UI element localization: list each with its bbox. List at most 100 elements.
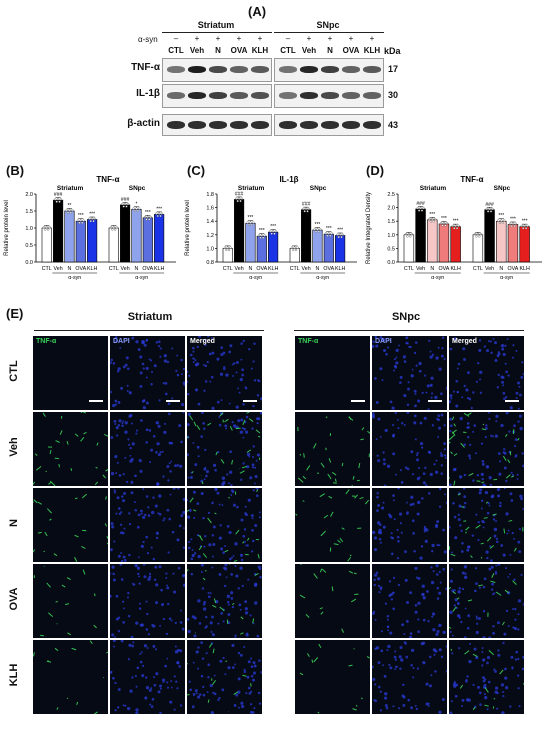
blot-region-striatum: Striatum	[197, 20, 235, 30]
y-tick-label: 0.5	[387, 246, 395, 252]
nucleus-dot	[458, 504, 462, 508]
nucleus-dot	[114, 336, 118, 339]
nucleus-dot	[112, 572, 115, 576]
nucleus-dot	[472, 683, 475, 686]
tnf-signal	[89, 640, 93, 645]
nucleus-dot	[169, 470, 172, 473]
tnf-signal	[313, 443, 317, 449]
nucleus-dot	[222, 551, 225, 554]
tnf-signal	[459, 684, 464, 689]
tnf-signal	[303, 453, 305, 458]
nucleus-dot	[391, 406, 395, 410]
nucleus-dot	[466, 675, 469, 678]
blot-band	[342, 121, 360, 129]
tnf-signal	[320, 462, 325, 468]
nucleus-dot	[420, 545, 424, 548]
tnf-signal	[307, 653, 310, 657]
nucleus-dot	[182, 412, 185, 414]
blot-band	[363, 92, 381, 99]
tnf-signal	[334, 478, 337, 483]
nucleus-dot	[416, 454, 419, 457]
data-point	[428, 217, 431, 221]
blot-band	[188, 66, 206, 73]
nucleus-dot	[440, 354, 444, 358]
nucleus-dot	[141, 674, 145, 678]
blot-band	[188, 121, 206, 129]
nucleus-dot	[117, 507, 121, 510]
nucleus-dot	[166, 657, 169, 660]
nucleus-dot	[403, 360, 407, 363]
nucleus-dot	[204, 615, 208, 619]
nucleus-dot	[232, 503, 236, 507]
nucleus-dot	[440, 453, 444, 458]
nucleus-dot	[158, 399, 161, 402]
tnf-signal	[330, 511, 334, 517]
nucleus-dot	[117, 367, 121, 371]
tnf-signal	[452, 606, 457, 612]
tnf-signal	[450, 553, 456, 557]
nucleus-dot	[231, 490, 235, 494]
nucleus-dot	[240, 358, 243, 361]
nucleus-dot	[486, 349, 490, 353]
nucleus-dot	[110, 361, 112, 364]
nucleus-dot	[520, 375, 524, 379]
data-point	[68, 209, 71, 212]
nucleus-dot	[110, 671, 112, 674]
micrograph-cell	[110, 564, 185, 638]
blot-row-label: TNF-α	[131, 62, 160, 73]
nucleus-dot	[434, 649, 438, 653]
nucleus-dot	[163, 517, 166, 520]
nucleus-dot	[509, 492, 513, 496]
nucleus-dot	[461, 571, 465, 575]
nucleus-dot	[189, 688, 193, 692]
nucleus-dot	[204, 448, 207, 452]
nucleus-dot	[443, 550, 447, 554]
nucleus-dot	[129, 689, 133, 693]
data-point	[488, 207, 491, 211]
nucleus-dot	[467, 614, 471, 618]
tnf-signal	[328, 458, 332, 463]
nucleus-dot	[204, 364, 208, 368]
nucleus-dot	[217, 450, 220, 454]
group-label: α-syn	[431, 275, 444, 281]
nucleus-dot	[194, 689, 198, 693]
tnf-signal	[80, 412, 83, 413]
nucleus-dot	[155, 536, 159, 540]
nucleus-dot	[253, 583, 258, 587]
nucleus-dot	[159, 451, 162, 454]
data-point	[66, 211, 70, 214]
data-point	[240, 197, 244, 200]
nucleus-dot	[242, 462, 245, 465]
nucleus-dot	[167, 602, 170, 606]
tnf-signal	[74, 534, 79, 538]
nucleus-dot	[453, 680, 456, 683]
category-label: CTL	[404, 266, 414, 272]
bar	[335, 235, 346, 263]
nucleus-dot	[220, 399, 223, 402]
nucleus-dot	[145, 600, 148, 603]
nucleus-dot	[157, 424, 161, 428]
data-point	[290, 246, 294, 249]
significance-label: *	[135, 201, 137, 207]
nucleus-dot	[167, 551, 170, 554]
nucleus-dot	[506, 532, 509, 535]
tnf-signal	[361, 427, 365, 431]
nucleus-dot	[224, 545, 227, 548]
nucleus-dot	[388, 663, 391, 667]
data-point	[432, 220, 435, 223]
nucleus-dot	[504, 362, 507, 365]
blot-strip	[162, 84, 272, 108]
region-label: SNpc	[129, 185, 146, 192]
nucleus-dot	[227, 603, 230, 606]
nucleus-dot	[410, 374, 414, 378]
category-label: Veh	[121, 266, 130, 272]
tnf-signal	[211, 679, 217, 686]
nucleus-dot	[460, 550, 464, 553]
nucleus-dot	[230, 591, 234, 595]
nucleus-dot	[159, 355, 162, 358]
nucleus-dot	[194, 388, 199, 392]
nucleus-dot	[231, 643, 235, 648]
nucleus-dot	[126, 367, 130, 371]
nucleus-dot	[449, 347, 453, 351]
tnf-signal	[106, 542, 108, 545]
